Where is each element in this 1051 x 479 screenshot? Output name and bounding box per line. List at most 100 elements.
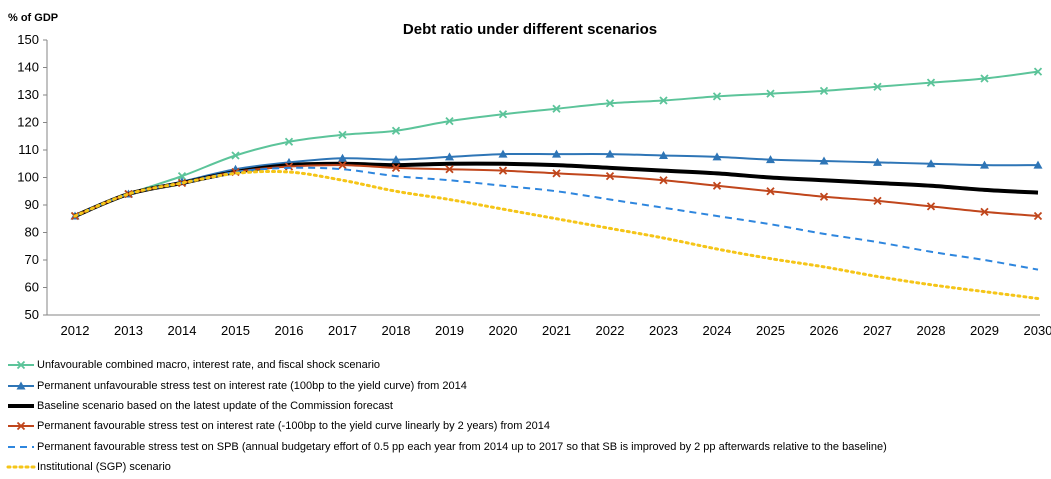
data-point-x-marker — [445, 165, 454, 174]
data-point-triangle-marker — [766, 155, 775, 164]
data-point-x-marker — [712, 181, 722, 190]
x-tick-label: 2020 — [489, 323, 518, 338]
data-point-triangle-marker — [980, 160, 989, 169]
chart-title: Debt ratio under different scenarios — [403, 21, 657, 38]
data-point-x-marker — [338, 130, 347, 140]
legend-label: Permanent favourable stress test on SPB … — [37, 440, 887, 453]
x-tick-label: 2023 — [649, 323, 678, 338]
data-point-x-marker — [177, 171, 187, 181]
data-point-triangle-marker — [498, 149, 508, 158]
legend-swatch — [6, 358, 36, 372]
data-point-triangle-marker — [1033, 160, 1043, 169]
legend-item: Permanent favourable stress test on SPB … — [6, 437, 1046, 457]
x-axis: 2012 2013 2014 2015 2016 2017 2018 2019 2020 2021… — [47, 314, 1051, 338]
y-tick-label: 130 — [17, 87, 39, 102]
series-6 — [73, 169, 1040, 300]
data-point-x-marker — [1033, 211, 1043, 221]
data-point-triangle-marker — [552, 149, 561, 158]
data-point-x-marker — [1033, 67, 1043, 76]
x-tick-label: 2019 — [435, 323, 464, 338]
data-point-x-marker — [338, 160, 347, 170]
x-tick-label: 2026 — [810, 323, 839, 338]
data-point-x-marker — [980, 74, 989, 83]
y-tick-label: 120 — [17, 115, 39, 130]
x-tick-label: 2028 — [917, 323, 946, 338]
chart-svg: Debt ratio under different scenarios % o… — [8, 12, 1051, 338]
data-point-x-marker — [926, 78, 936, 87]
y-tick-label: 150 — [17, 32, 39, 47]
data-point-x-marker — [552, 104, 561, 113]
x-tick-label: 2025 — [756, 323, 785, 338]
data-point-x-marker — [498, 110, 508, 119]
series-layer — [70, 67, 1043, 300]
y-tick-label: 60 — [25, 280, 39, 295]
y-axis: 50 60 70 80 90 100 110 120 130 140 150 — [17, 32, 48, 322]
legend-item: Baseline scenario based on the latest up… — [6, 396, 1046, 416]
x-tick-label: 2029 — [970, 323, 999, 338]
data-point-triangle-marker — [712, 152, 722, 161]
legend-label: Baseline scenario based on the latest up… — [37, 399, 393, 412]
legend-item: Institutional (SGP) scenario — [6, 457, 1046, 477]
data-point-x-marker — [873, 82, 882, 91]
y-tick-label: 70 — [25, 252, 39, 267]
legend-swatch — [6, 419, 36, 433]
x-tick-label: 2014 — [168, 323, 197, 338]
x-tick-label: 2022 — [596, 323, 625, 338]
series-line — [73, 169, 1040, 300]
data-point-triangle-marker — [873, 157, 882, 166]
data-point-x-marker — [445, 116, 454, 126]
data-point-x-marker — [819, 192, 829, 201]
y-tick-label: 100 — [17, 170, 39, 185]
data-point-x-marker — [980, 207, 989, 217]
x-tick-label: 2024 — [703, 323, 732, 338]
data-point-x-marker — [873, 196, 882, 206]
legend-item: Permanent favourable stress test on inte… — [6, 416, 1046, 436]
y-tick-label: 80 — [25, 225, 39, 240]
legend-item: Permanent unfavourable stress test on in… — [6, 375, 1046, 395]
legend-label: Permanent unfavourable stress test on in… — [37, 379, 467, 392]
legend-label: Institutional (SGP) scenario — [37, 461, 171, 474]
x-tick-label: 2021 — [542, 323, 571, 338]
legend-swatch — [6, 460, 36, 474]
y-tick-label: 110 — [18, 142, 39, 157]
series-line — [74, 70, 1039, 217]
x-tick-label: 2027 — [863, 323, 892, 338]
legend-swatch — [6, 399, 36, 413]
x-tick-label: 2015 — [221, 323, 250, 338]
data-point-x-marker — [659, 176, 668, 185]
data-point-triangle-marker — [605, 149, 615, 158]
data-point-x-marker — [124, 189, 133, 199]
series-4 — [70, 160, 1043, 221]
data-point-x-marker — [712, 92, 722, 101]
data-point-x-marker — [284, 137, 294, 146]
data-point-x-marker — [766, 187, 775, 196]
data-point-x-marker — [498, 166, 508, 175]
data-point-x-marker — [819, 86, 829, 96]
legend-swatch — [6, 379, 36, 393]
x-tick-label: 2018 — [382, 323, 411, 338]
series-2 — [70, 149, 1043, 220]
legend: Unfavourable combined macro, interest ra… — [6, 355, 1046, 477]
legend-item: Unfavourable combined macro, interest ra… — [6, 355, 1046, 375]
x-tick-label: 2017 — [328, 323, 357, 338]
data-point-x-marker — [391, 126, 401, 135]
x-tick-label: 2016 — [275, 323, 304, 338]
legend-label: Unfavourable combined macro, interest ra… — [37, 359, 381, 372]
data-point-triangle-marker — [819, 156, 829, 165]
data-point-x-marker — [926, 202, 936, 211]
x-tick-label: 2030 — [1024, 323, 1051, 338]
data-point-x-marker — [391, 163, 401, 173]
series-3 — [74, 161, 1039, 218]
x-tick-label: 2013 — [114, 323, 143, 338]
y-tick-label: 140 — [17, 60, 39, 75]
data-point-x-marker — [605, 171, 615, 181]
x-tick-label: 2012 — [61, 323, 90, 338]
legend-swatch — [6, 440, 36, 454]
y-tick-label: 90 — [25, 197, 39, 212]
data-point-x-marker — [766, 89, 775, 98]
data-point-x-marker — [605, 99, 615, 108]
data-point-triangle-marker — [659, 151, 668, 159]
data-point-triangle-marker — [338, 153, 347, 162]
data-point-triangle-marker — [391, 155, 401, 164]
data-point-triangle-marker — [445, 152, 454, 161]
